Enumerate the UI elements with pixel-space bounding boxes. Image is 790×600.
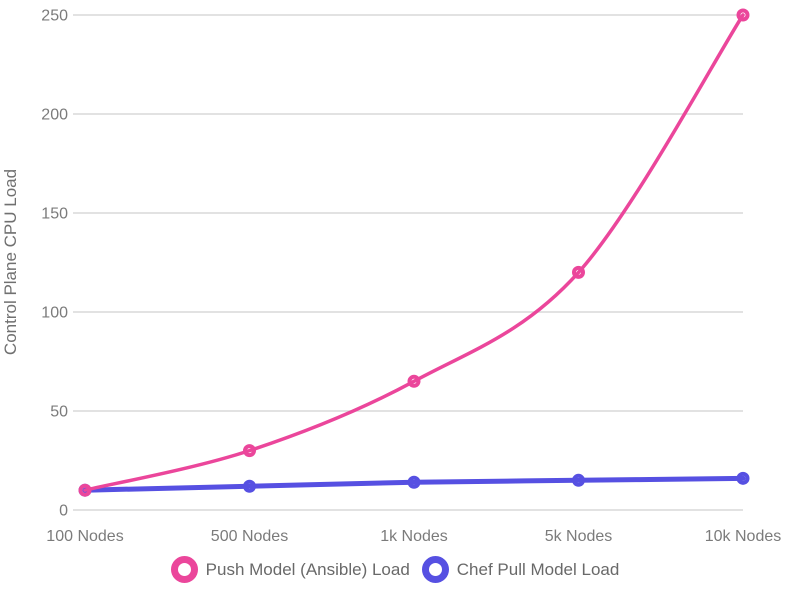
y-axis-title: Control Plane CPU Load [1,169,20,355]
legend-label-push-model: Push Model (Ansible) Load [205,560,410,579]
data-point-1-1[interactable] [243,479,256,493]
chart-svg: 0 50 100 150 200 250 100 Nodes 500 Nodes 1k Node… [1,8,782,546]
data-point-1-4[interactable] [736,471,750,485]
y-tick-label: 150 [41,206,68,223]
legend-item-push-model[interactable]: Push Model (Ansible) Load [170,556,410,583]
x-tick-label: 100 Nodes [46,528,123,545]
y-tick-label: 0 [59,503,68,520]
legend: Push Model (Ansible) Load Chef Pull Mode… [0,556,790,583]
series-line-0 [83,13,745,492]
data-point-1-2[interactable] [407,475,421,489]
data-point-0-0[interactable] [78,483,92,497]
x-tick-label: 500 Nodes [211,528,288,545]
y-tick-label: 100 [41,305,68,322]
data-point-0-3[interactable] [572,265,585,279]
data-point-1-3[interactable] [572,473,585,487]
y-tick-label: 250 [41,8,68,25]
series-line-1 [82,475,746,493]
push-model-legend-ring-icon [170,556,198,583]
legend-label-chef-pull: Chef Pull Model Load [456,560,620,579]
data-point-0-2[interactable] [407,374,421,388]
x-tick-label: 5k Nodes [545,528,613,545]
x-tick-label: 1k Nodes [380,528,448,545]
data-point-0-1[interactable] [243,444,256,458]
y-tick-label: 50 [50,404,68,421]
legend-item-chef-pull[interactable]: Chef Pull Model Load [421,556,620,583]
chef-pull-legend-ring-icon [421,556,449,583]
x-tick-label: 10k Nodes [705,528,782,545]
data-point-0-4[interactable] [736,8,750,22]
y-tick-label: 200 [41,107,68,124]
